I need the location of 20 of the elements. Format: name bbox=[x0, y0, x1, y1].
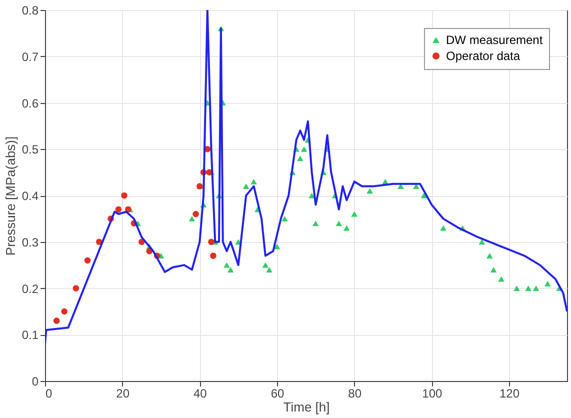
y-tick-label: 0.5 bbox=[22, 142, 39, 157]
x-tick-label: 20 bbox=[116, 386, 130, 400]
x-tick-label: 60 bbox=[270, 386, 284, 400]
legend-label: DW measurement bbox=[446, 33, 544, 47]
x-tick-label: 100 bbox=[422, 386, 442, 400]
y-tick-label: 0.4 bbox=[22, 189, 39, 203]
y-tick-label: 0.1 bbox=[22, 328, 39, 342]
x-tick-label: 40 bbox=[193, 386, 208, 400]
x-axis-title: Time [h] bbox=[283, 400, 330, 414]
y-tick-label: 0.6 bbox=[22, 96, 39, 110]
legend-label: Operator data bbox=[446, 49, 520, 63]
y-tick-label: 0.8 bbox=[22, 4, 39, 18]
y-tick-label: 0.3 bbox=[22, 235, 39, 250]
y-axis-title: Pressure [MPa(abs)] bbox=[2, 136, 18, 256]
x-tick-label: 120 bbox=[499, 386, 520, 400]
y-tick-label: 0.2 bbox=[22, 282, 39, 296]
y-tick-label: 0.7 bbox=[22, 50, 39, 64]
x-tick-label: 0 bbox=[46, 386, 52, 400]
y-tick-label: 0 bbox=[32, 374, 39, 388]
x-tick-label: 80 bbox=[348, 386, 362, 400]
